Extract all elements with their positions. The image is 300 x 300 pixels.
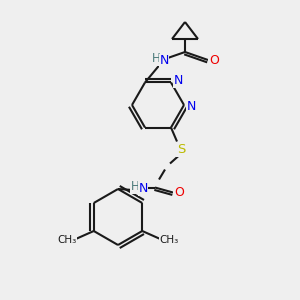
Text: CH₃: CH₃	[160, 235, 179, 245]
Text: N: N	[159, 55, 169, 68]
Text: N: N	[173, 74, 183, 87]
Text: O: O	[174, 186, 184, 199]
Text: CH₃: CH₃	[57, 235, 76, 245]
Text: N: N	[138, 182, 148, 195]
Text: N: N	[186, 100, 196, 112]
Text: O: O	[209, 53, 219, 67]
Text: S: S	[177, 143, 185, 156]
Text: H: H	[130, 180, 140, 193]
Text: H: H	[152, 52, 160, 65]
